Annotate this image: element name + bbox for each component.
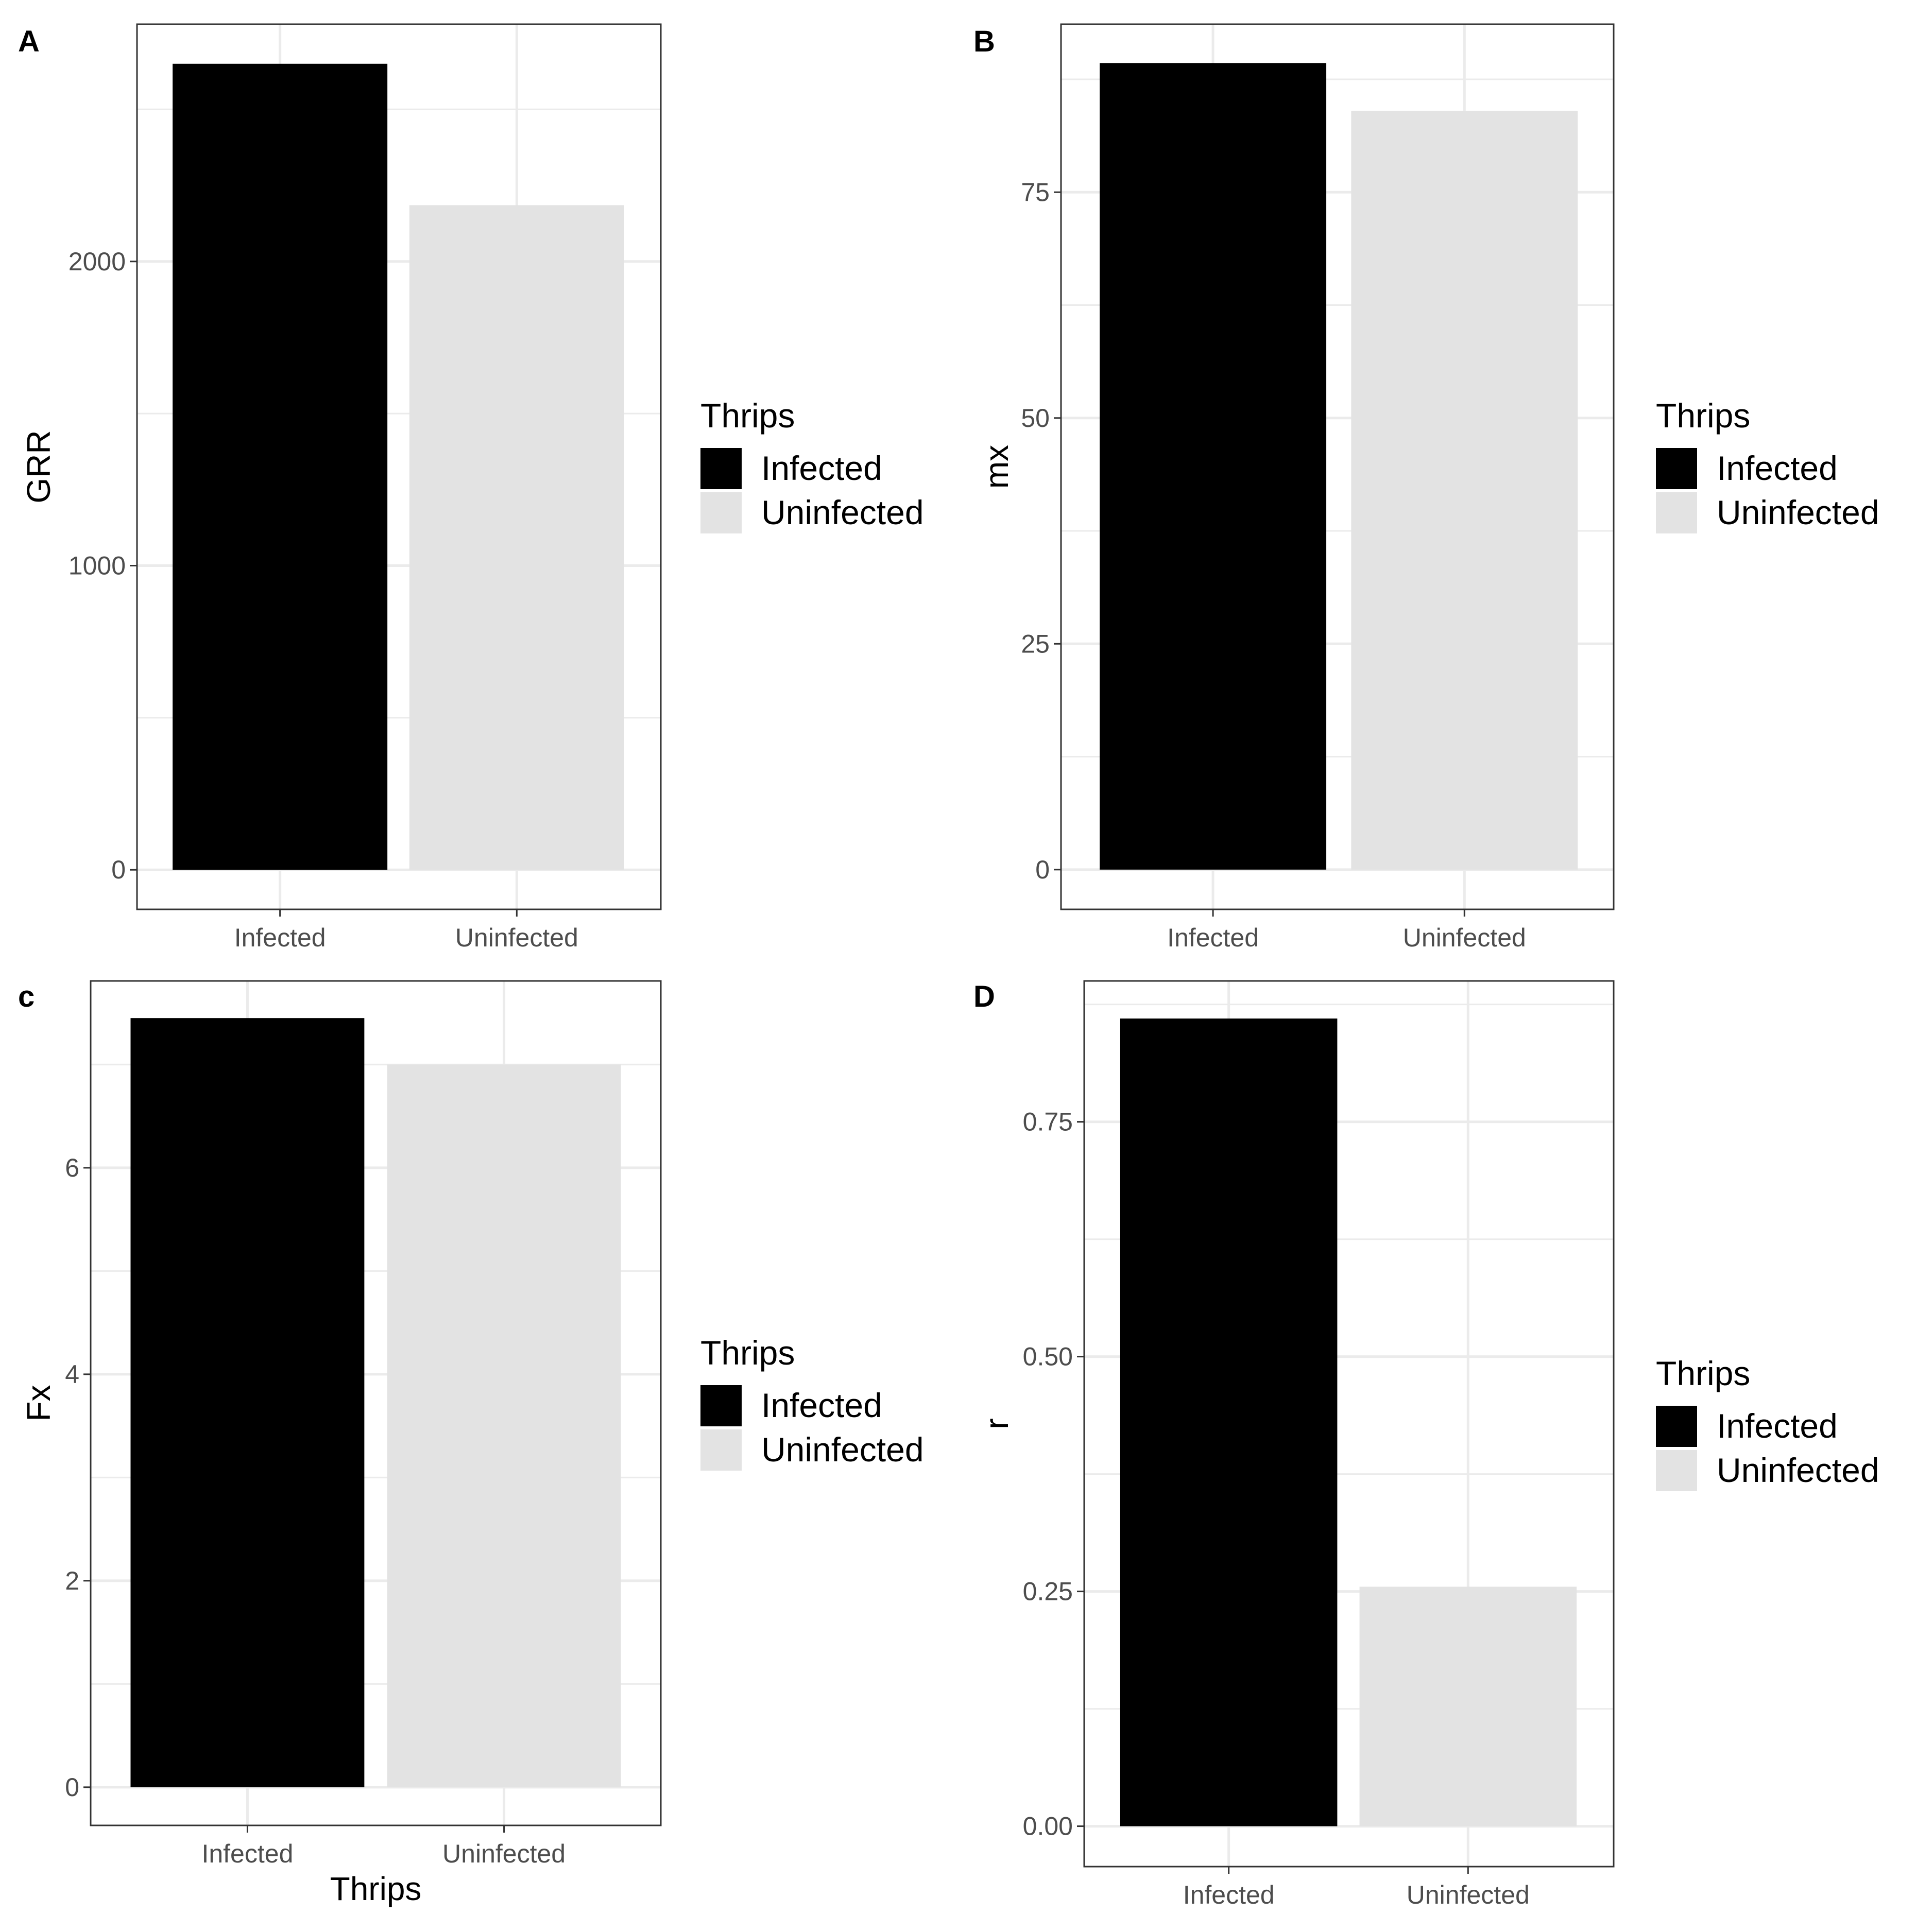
legend-key-infected bbox=[1656, 1406, 1697, 1447]
x-tick-label: Infected bbox=[1167, 923, 1259, 952]
legend-key-uninfected bbox=[700, 492, 742, 533]
bar-infected bbox=[173, 63, 388, 870]
x-axis-label: Thrips bbox=[330, 1870, 422, 1907]
legend-label-infected: Infected bbox=[1717, 449, 1838, 487]
legend-key-uninfected bbox=[1656, 492, 1697, 533]
panel-tag: B bbox=[973, 25, 995, 58]
panel-tag: D bbox=[973, 980, 995, 1013]
legend-label-uninfected: Uninfected bbox=[761, 493, 924, 531]
bar-uninfected bbox=[1351, 111, 1578, 870]
legend-label-uninfected: Uninfected bbox=[1717, 1451, 1879, 1489]
legend-title: Thrips bbox=[1656, 1354, 1750, 1392]
y-axis-label: GRR bbox=[20, 430, 57, 503]
x-tick-label: Infected bbox=[234, 923, 326, 952]
panel-b: 0 25 50 75 Infected Uninfected mx B Thrips Infect… bbox=[973, 23, 1879, 952]
legend-title: Thrips bbox=[700, 1334, 795, 1372]
y-tick-label: 0.25 bbox=[1023, 1577, 1073, 1606]
panel-tag: A bbox=[18, 25, 40, 58]
y-tick-label: 75 bbox=[1021, 178, 1050, 206]
legend-key-infected bbox=[1656, 448, 1697, 489]
legend-title: Thrips bbox=[1656, 396, 1750, 435]
y-tick-label: 50 bbox=[1021, 404, 1050, 433]
legend-key-uninfected bbox=[1656, 1450, 1697, 1491]
legend: Thrips Infected Uninfected bbox=[1656, 396, 1879, 533]
legend-key-infected bbox=[700, 448, 742, 489]
panel-tag: c bbox=[18, 980, 35, 1013]
panel-border bbox=[1060, 23, 1615, 910]
y-tick-label: 1000 bbox=[69, 551, 126, 580]
legend-label-infected: Infected bbox=[1717, 1407, 1838, 1445]
x-tick-label: Uninfected bbox=[442, 1839, 566, 1868]
y-tick-label: 25 bbox=[1021, 629, 1050, 658]
legend: Thrips Infected Uninfected bbox=[700, 1334, 924, 1471]
bar-infected bbox=[130, 1018, 365, 1787]
y-tick-label: 0 bbox=[1035, 855, 1050, 884]
y-tick-label: 0 bbox=[65, 1773, 79, 1802]
legend: Thrips Infected Uninfected bbox=[700, 396, 924, 533]
y-axis-label: Fx bbox=[20, 1385, 57, 1421]
legend-key-uninfected bbox=[700, 1429, 742, 1471]
legend-title: Thrips bbox=[700, 396, 795, 435]
y-tick-label: 0.50 bbox=[1023, 1342, 1073, 1371]
panel-d: 0.00 0.25 0.50 0.75 Infected Uninfected r D Thri… bbox=[973, 980, 1879, 1909]
x-tick-label: Uninfected bbox=[1403, 923, 1526, 952]
legend-label-uninfected: Uninfected bbox=[761, 1430, 924, 1469]
legend: Thrips Infected Uninfected bbox=[1656, 1354, 1879, 1491]
panel-a: 0 1000 2000 Infected Uninfected GRR A Thrips Inf… bbox=[18, 23, 924, 952]
panel-border bbox=[90, 980, 662, 1826]
bar-uninfected bbox=[409, 205, 624, 870]
x-tick-label: Infected bbox=[1183, 1881, 1275, 1909]
bar-uninfected bbox=[387, 1064, 621, 1787]
bar-infected bbox=[1100, 63, 1327, 870]
legend-label-infected: Infected bbox=[761, 1386, 882, 1424]
bar-infected bbox=[1120, 1018, 1338, 1826]
x-tick-label: Uninfected bbox=[455, 923, 578, 952]
x-tick-label: Uninfected bbox=[1407, 1881, 1530, 1909]
y-tick-label: 0.75 bbox=[1023, 1108, 1073, 1136]
bar-uninfected bbox=[1359, 1586, 1577, 1826]
legend-key-infected bbox=[700, 1385, 742, 1426]
panel-border bbox=[1083, 980, 1615, 1868]
y-tick-label: 6 bbox=[65, 1153, 79, 1182]
y-tick-label: 0 bbox=[111, 855, 126, 884]
y-tick-label: 4 bbox=[65, 1360, 79, 1389]
y-tick-label: 0.00 bbox=[1023, 1812, 1073, 1841]
panel-c: 0 2 4 6 Infected Uninfected Fx Thrips c Thrips Inf… bbox=[18, 980, 924, 1907]
legend-label-uninfected: Uninfected bbox=[1717, 493, 1879, 531]
x-tick-label: Infected bbox=[201, 1839, 293, 1868]
y-tick-label: 2 bbox=[65, 1566, 79, 1595]
y-tick-label: 2000 bbox=[69, 247, 126, 276]
panel-border bbox=[136, 23, 662, 910]
y-axis-label: mx bbox=[978, 445, 1015, 489]
y-axis-label: r bbox=[978, 1418, 1015, 1429]
legend-label-infected: Infected bbox=[761, 449, 882, 487]
